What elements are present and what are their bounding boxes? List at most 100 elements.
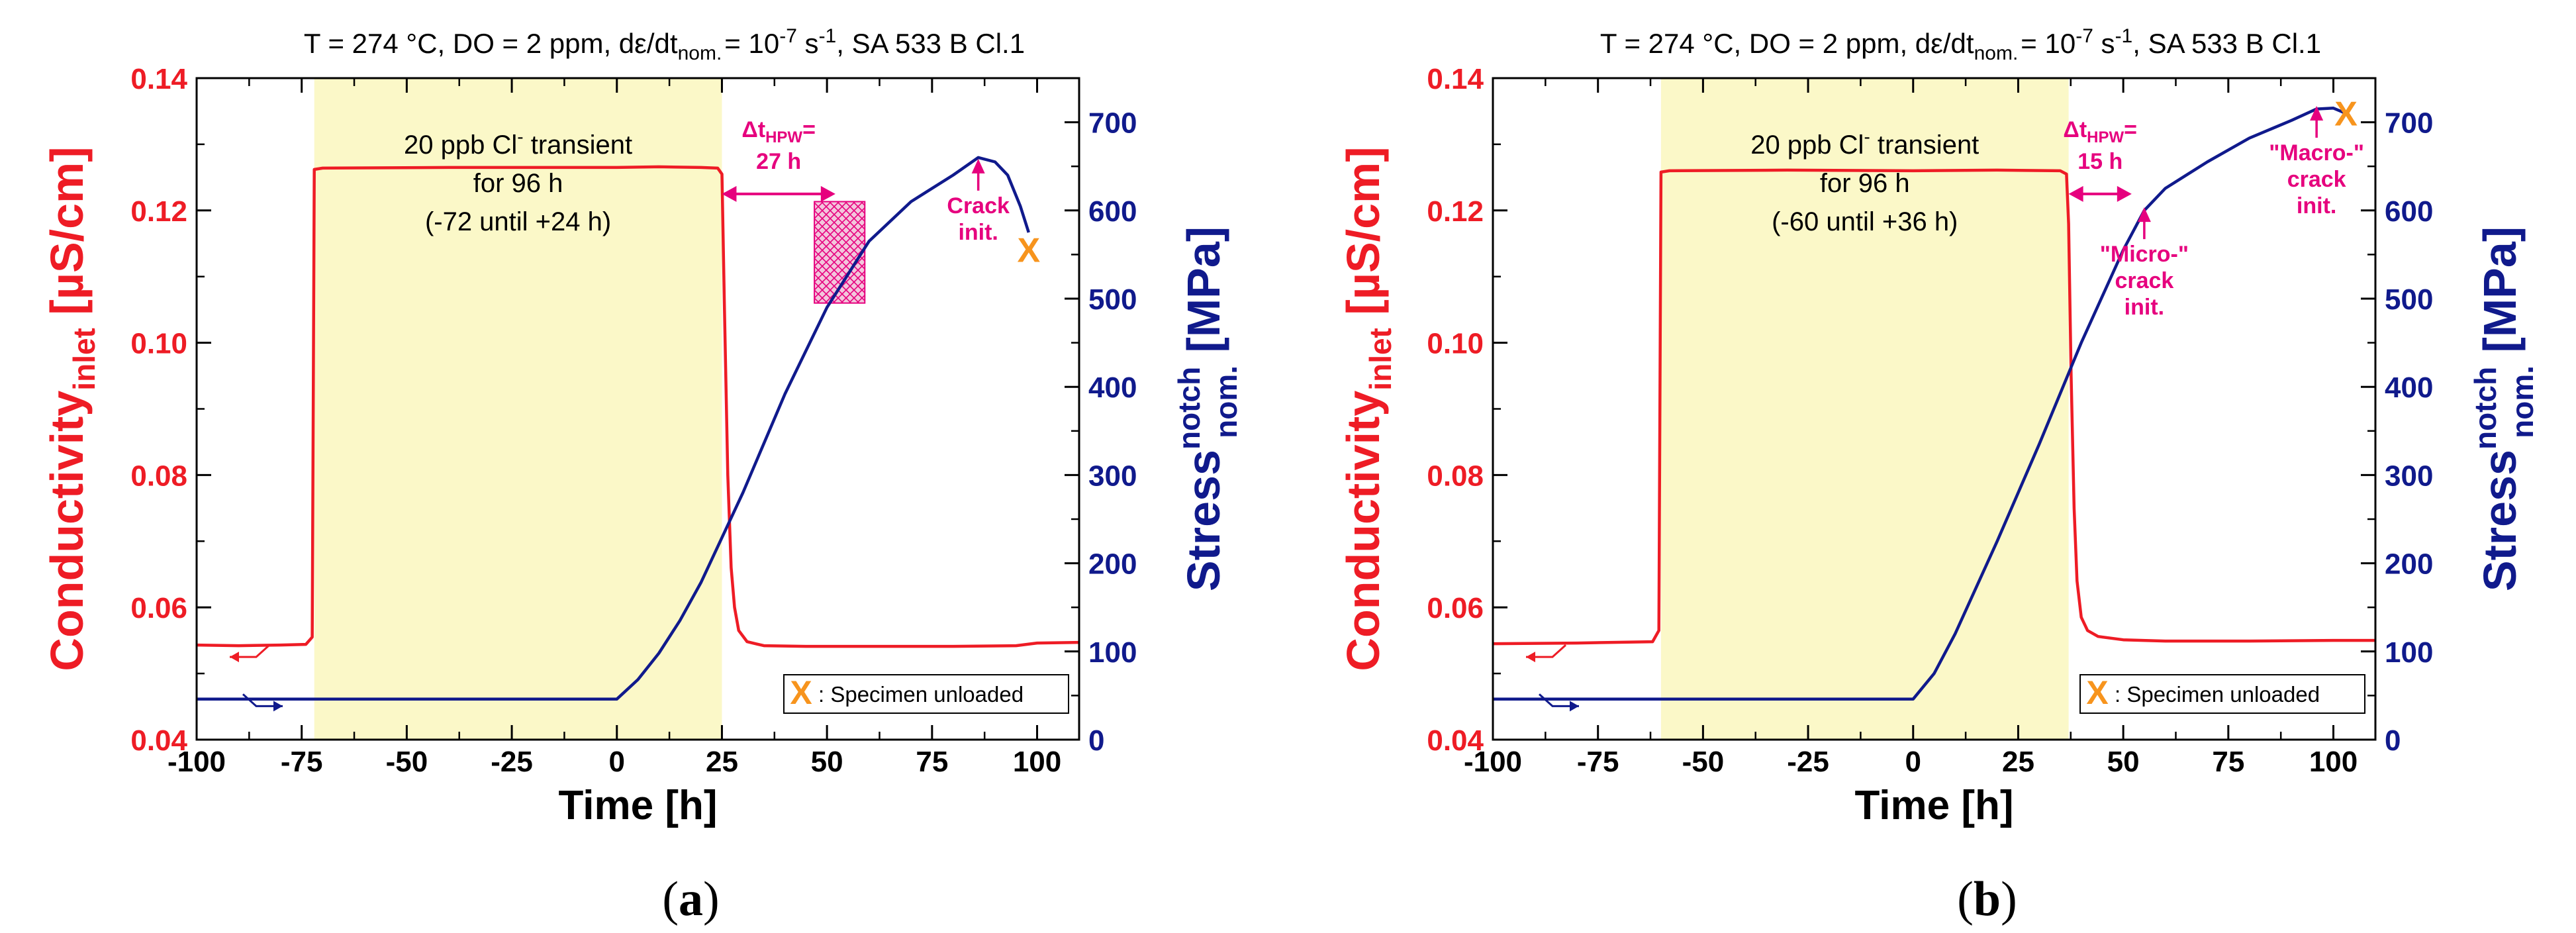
delta-label: ΔtHPW= xyxy=(2063,117,2137,146)
x-tick-label: 50 xyxy=(811,746,843,778)
x-tick-label: 75 xyxy=(2212,746,2244,778)
legend-x-marker: X xyxy=(790,674,812,711)
y-left-tick-label: 0.12 xyxy=(1427,195,1484,228)
crack-label: init. xyxy=(958,220,998,245)
legend-x-marker: X xyxy=(2086,674,2108,711)
chart-title: T = 274 °C, DO = 2 ppm, dε/dtnom.= 10-7 … xyxy=(304,25,1025,64)
y-left-tick-label: 0.10 xyxy=(130,328,187,360)
y-left-tick-label: 0.04 xyxy=(1427,724,1484,757)
y-right-tick-label: 700 xyxy=(1088,107,1137,140)
y-left-tick-label: 0.08 xyxy=(130,460,187,492)
crack-label: init. xyxy=(2124,295,2164,320)
transient-shade xyxy=(1660,78,2069,740)
legend-box xyxy=(783,674,1069,714)
y-left-tick-label: 0.10 xyxy=(1427,328,1484,360)
conductivity-line xyxy=(196,165,1080,648)
x-tick-label: -50 xyxy=(1682,746,1725,778)
y-right-axis-label: Stressnotchnom. [MPa] xyxy=(1172,226,1243,591)
y-right-tick-label: 0 xyxy=(2385,724,2401,757)
y-left-tick-label: 0.06 xyxy=(130,592,187,624)
x-tick-label: -25 xyxy=(1787,746,1829,778)
panel-label: (a) xyxy=(662,872,719,926)
y-right-tick-label: 600 xyxy=(1088,195,1137,228)
conductivity-axis-pointer-head xyxy=(1526,652,1535,663)
y-right-tick-label: 300 xyxy=(1088,460,1137,492)
stress-line xyxy=(1493,107,2347,701)
legend-text: : Specimen unloaded xyxy=(818,682,1024,707)
delta-label: ΔtHPW= xyxy=(741,117,816,146)
y-right-tick-label: 500 xyxy=(1088,283,1137,316)
y-right-tick-label: 700 xyxy=(2385,107,2433,140)
y-left-tick-label: 0.14 xyxy=(130,63,187,95)
transient-text: (-60 until +36 h) xyxy=(1772,207,1958,236)
conductivity-line xyxy=(1492,168,2375,646)
x-axis-label: Time [h] xyxy=(559,783,718,828)
y-right-tick-label: 100 xyxy=(1088,636,1137,669)
x-tick-label: -75 xyxy=(281,746,323,778)
y-left-axis-label: Conductivityinlet [µS/cm] xyxy=(1337,146,1398,671)
delta-arrow-head-right xyxy=(2117,185,2132,202)
x-tick-label: 100 xyxy=(2309,746,2358,778)
x-tick-label: 75 xyxy=(916,746,948,778)
chart-title: T = 274 °C, DO = 2 ppm, dε/dtnom.= 10-7 … xyxy=(1600,25,2321,64)
x-tick-label: -25 xyxy=(491,746,533,778)
delta-value: 27 h xyxy=(756,149,801,174)
crack-arrow-head xyxy=(2310,105,2324,121)
x-tick-label: 25 xyxy=(706,746,738,778)
transient-text: (-72 until +24 h) xyxy=(425,207,611,236)
y-right-tick-label: 500 xyxy=(2385,283,2433,316)
legend-text: : Specimen unloaded xyxy=(2115,682,2320,707)
delta-arrow-head-left xyxy=(722,185,737,202)
stress-axis-pointer-head xyxy=(273,701,283,712)
transient-shade xyxy=(314,78,722,740)
y-right-tick-label: 100 xyxy=(2385,636,2433,669)
y-right-tick-label: 300 xyxy=(2385,460,2433,492)
y-left-tick-label: 0.04 xyxy=(130,724,187,757)
stress-axis-pointer-head xyxy=(1570,701,1579,712)
crack-label: Crack xyxy=(947,193,1010,219)
x-tick-label: -100 xyxy=(167,746,226,778)
x-tick-label: -100 xyxy=(1464,746,1522,778)
conductivity-axis-pointer-head xyxy=(230,652,239,663)
y-right-tick-label: 200 xyxy=(2385,548,2433,581)
x-tick-label: 25 xyxy=(2002,746,2034,778)
delta-value: 15 h xyxy=(2077,149,2123,174)
y-right-tick-label: 200 xyxy=(1088,548,1137,581)
crack-arrow-head xyxy=(971,158,985,173)
delta-arrow-head-right xyxy=(820,185,835,202)
x-tick-label: 100 xyxy=(1013,746,1061,778)
panel-a: -100 -75 -50 -25 0 25 50 75 100 0.04 0.06 0.08 0.10 0… xyxy=(41,25,1243,926)
y-right-tick-label: 400 xyxy=(1088,371,1137,404)
y-left-tick-label: 0.08 xyxy=(1427,460,1484,492)
panel-label: (b) xyxy=(1957,872,2017,926)
y-right-tick-label: 400 xyxy=(2385,371,2433,404)
y-right-tick-label: 600 xyxy=(2385,195,2433,228)
crack-label: "Macro-" xyxy=(2269,140,2364,166)
x-tick-label: 0 xyxy=(609,746,625,778)
crack-label: "Micro-" xyxy=(2100,242,2189,267)
x-tick-label: 0 xyxy=(1905,746,1921,778)
crack-label: init. xyxy=(2297,193,2336,219)
transient-text: for 96 h xyxy=(473,169,563,198)
legend-box xyxy=(2079,674,2365,714)
crack-label: crack xyxy=(2115,268,2173,293)
y-left-tick-label: 0.06 xyxy=(1427,592,1484,624)
crack-label: crack xyxy=(2287,167,2346,192)
transient-text: for 96 h xyxy=(1820,169,1910,198)
crack-arrow-head xyxy=(2137,207,2151,222)
panel-b: -100 -75 -50 -25 0 25 50 75 100 0.04 0.06 0.08 0.10 0… xyxy=(1337,25,2540,926)
y-left-tick-label: 0.12 xyxy=(130,195,187,228)
x-tick-label: -75 xyxy=(1577,746,1619,778)
unload-marker: X xyxy=(1017,232,1040,270)
x-axis-label: Time [h] xyxy=(1855,783,2014,828)
transient-text: 20 ppb Cl- transient xyxy=(1750,126,1979,160)
y-right-tick-label: 0 xyxy=(1088,724,1104,757)
unload-marker: X xyxy=(2334,95,2358,133)
transient-text: 20 ppb Cl- transient xyxy=(404,126,632,160)
y-left-axis-label: Conductivityinlet [µS/cm] xyxy=(41,146,101,671)
y-left-tick-label: 0.14 xyxy=(1427,63,1484,95)
y-right-axis-label: Stressnotchnom. [MPa] xyxy=(2468,226,2540,591)
delta-arrow-head-left xyxy=(2068,185,2083,202)
